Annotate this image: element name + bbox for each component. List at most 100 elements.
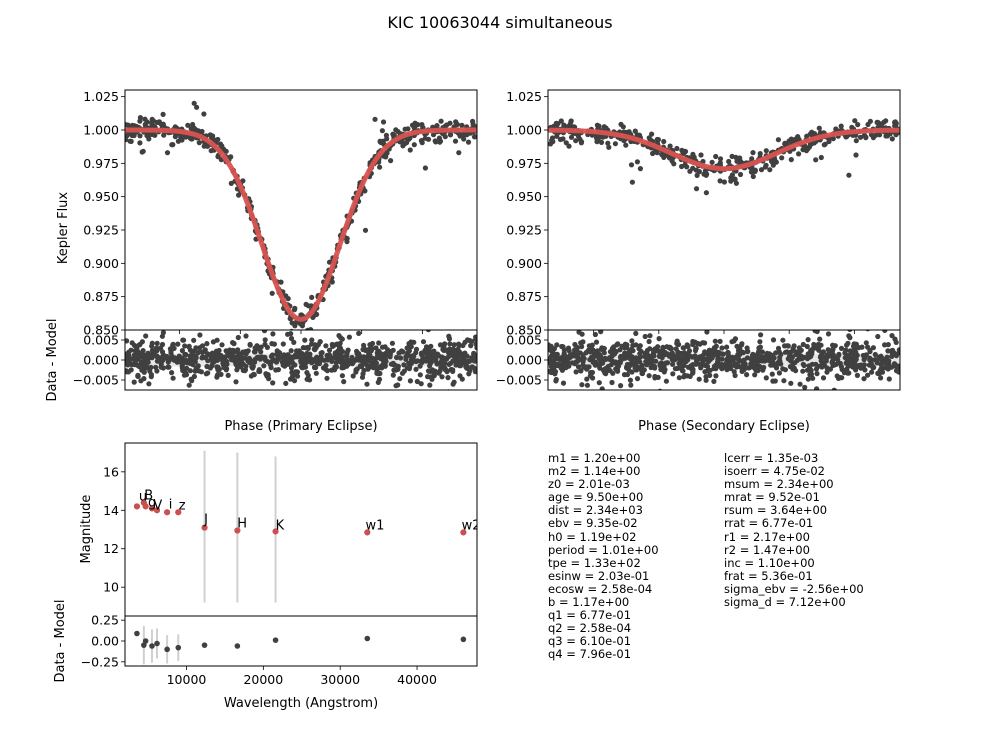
residual-point [838, 345, 845, 351]
residual-point [889, 353, 895, 359]
residual-point [229, 357, 235, 363]
residual-point [158, 361, 164, 367]
model-point [234, 527, 241, 534]
residual-point [461, 353, 467, 359]
residual-point [854, 363, 860, 369]
data-point [838, 123, 844, 129]
residual-point [878, 361, 884, 367]
residual-point [804, 343, 810, 350]
residual-point [158, 357, 164, 363]
residual-point [629, 338, 635, 344]
residual-point [879, 367, 885, 373]
residual-point [680, 345, 686, 351]
plot-area [548, 330, 900, 390]
residual-point [596, 380, 602, 386]
data-point [737, 171, 744, 178]
residual-point [436, 370, 442, 376]
data-point [857, 134, 864, 140]
residual-point [326, 347, 333, 353]
residual-point [835, 375, 842, 381]
residual-point [373, 345, 379, 351]
parameter-line: q2 = 2.58e-04 [548, 621, 632, 636]
band-label: u [139, 490, 147, 505]
residual-point [450, 368, 456, 374]
residual-point [703, 374, 709, 380]
residual-point [312, 347, 318, 353]
residual-point [408, 339, 414, 345]
residual-point [307, 377, 313, 383]
residual-point [788, 380, 794, 386]
data-point [156, 119, 162, 125]
data-point [422, 135, 428, 141]
data-point [215, 136, 221, 143]
residual-point [673, 346, 679, 352]
data-point [691, 154, 697, 160]
y-tick-label: 0.950 [506, 189, 542, 204]
data-point [299, 312, 305, 318]
residual-point [711, 378, 717, 384]
residual-point [347, 357, 353, 364]
residual-point [764, 350, 770, 356]
residual-point [357, 363, 363, 369]
residual-point [173, 355, 179, 361]
residual-point [201, 642, 208, 648]
residual-point [323, 343, 329, 349]
residual-point [181, 372, 187, 378]
residual-point [196, 368, 202, 374]
y-tick-label: 0.00 [91, 634, 119, 649]
residual-point [802, 384, 808, 390]
parameter-line: r2 = 1.47e+00 [724, 542, 810, 557]
y-tick-label: 1.000 [506, 123, 542, 138]
residual-point [816, 347, 822, 353]
residual-point [262, 337, 268, 343]
y-tick-label: 0.850 [83, 323, 119, 338]
data-point [818, 154, 824, 161]
residual-point [273, 367, 279, 373]
residual-point [704, 363, 711, 370]
data-point [568, 118, 574, 124]
residual-point [230, 347, 236, 353]
data-point [372, 116, 378, 122]
data-point [713, 153, 719, 160]
residual-point [258, 349, 264, 355]
residual-point [614, 366, 621, 372]
residual-point [785, 356, 791, 362]
residual-point [216, 347, 222, 354]
residual-point [844, 359, 850, 365]
residual-point [305, 353, 311, 359]
residual-point [413, 366, 419, 372]
residual-point [690, 370, 696, 376]
data-point [870, 135, 877, 141]
residual-point [632, 365, 638, 371]
parameter-line: q4 = 7.96e-01 [548, 647, 632, 662]
residual-point [770, 337, 777, 343]
residual-point [333, 359, 339, 365]
residual-point [453, 362, 459, 368]
residual-point [164, 646, 170, 653]
residual-point [725, 354, 732, 360]
residual-point [315, 342, 321, 348]
residual-point [146, 381, 152, 387]
residual-point [626, 349, 632, 355]
residual-point [192, 368, 198, 374]
residual-point [186, 382, 192, 388]
data-point [204, 143, 211, 149]
residual-point [142, 638, 149, 644]
x-tick-label: 10000 [167, 672, 207, 687]
residual-point [353, 369, 359, 375]
residual-point [683, 359, 689, 365]
residual-point [469, 364, 475, 370]
data-point [568, 134, 575, 140]
residual-point [397, 376, 403, 382]
data-point [433, 139, 439, 145]
residual-point [141, 356, 147, 362]
data-point [734, 158, 740, 164]
primary-residual-panel: −0.005 0.000 0.005 [73, 329, 478, 391]
y-tick-label: 0.975 [83, 156, 119, 171]
residual-point [285, 331, 291, 337]
residual-point [467, 368, 473, 374]
residual-point [345, 347, 351, 353]
residual-point [190, 362, 196, 368]
residual-point [247, 341, 253, 348]
model-point [201, 524, 208, 531]
